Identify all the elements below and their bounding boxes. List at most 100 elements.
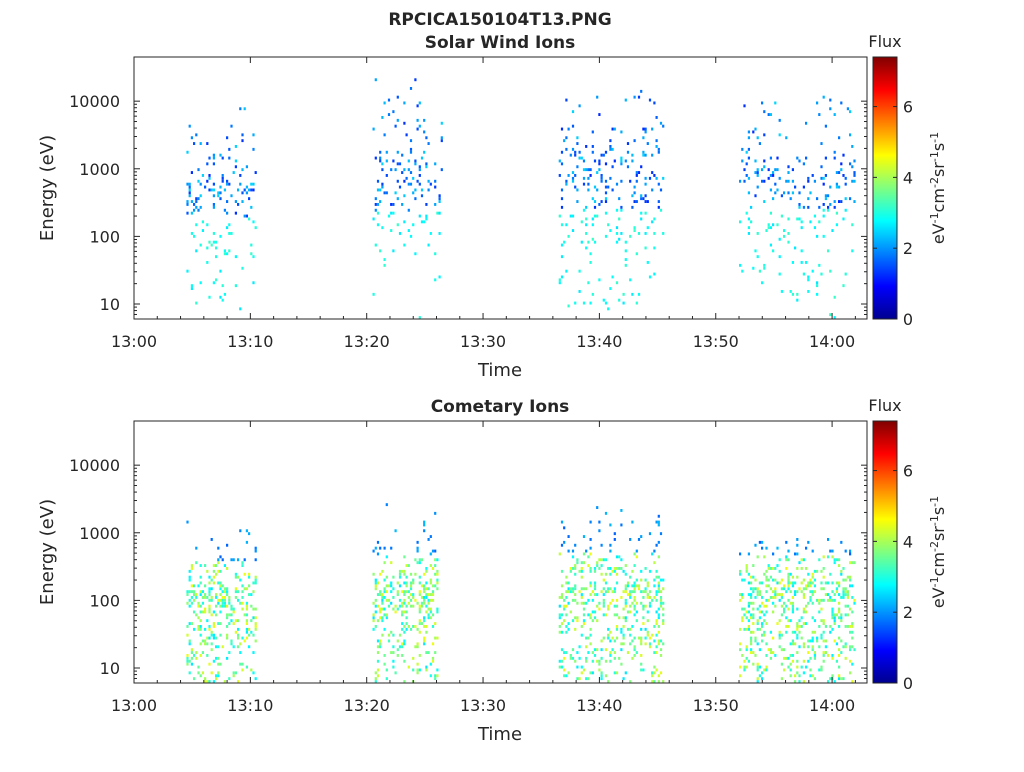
heatmap-cell bbox=[574, 567, 577, 570]
heatmap-cell bbox=[849, 110, 852, 114]
heatmap-cell bbox=[429, 535, 432, 538]
heatmap-cell bbox=[228, 147, 231, 151]
heatmap-cell bbox=[747, 552, 750, 556]
heatmap-cell bbox=[420, 220, 424, 224]
heatmap-cell bbox=[219, 191, 222, 195]
heatmap-cell bbox=[193, 142, 196, 145]
heatmap-cell bbox=[853, 648, 856, 652]
heatmap-cell bbox=[611, 598, 614, 602]
heatmap-cell bbox=[241, 191, 244, 195]
heatmap-cell bbox=[420, 601, 424, 605]
heatmap-cell bbox=[769, 648, 772, 652]
heatmap-cell bbox=[201, 596, 204, 599]
heatmap-cell bbox=[254, 625, 257, 628]
heatmap-cell bbox=[798, 561, 801, 565]
heatmap-cell bbox=[387, 633, 391, 637]
heatmap-cell bbox=[657, 575, 660, 579]
heatmap-cell bbox=[563, 604, 566, 608]
heatmap-cell bbox=[383, 191, 386, 195]
heatmap-cell bbox=[767, 168, 770, 172]
heatmap-cell bbox=[633, 648, 636, 652]
heatmap-cell bbox=[585, 217, 588, 221]
heatmap-cell bbox=[431, 625, 435, 628]
heatmap-cell bbox=[431, 598, 435, 602]
heatmap-cell bbox=[615, 567, 619, 570]
heatmap-cell bbox=[657, 520, 660, 524]
heatmap-cell bbox=[204, 593, 207, 596]
heatmap-cell bbox=[190, 584, 193, 588]
heatmap-cell bbox=[651, 220, 654, 224]
heatmap-cell bbox=[239, 182, 242, 186]
heatmap-cell bbox=[237, 558, 240, 562]
heatmap-cell bbox=[838, 593, 841, 596]
heatmap-cell bbox=[631, 656, 634, 660]
heatmap-cell bbox=[602, 601, 605, 605]
heatmap-cell bbox=[600, 153, 603, 157]
heatmap-cell bbox=[653, 561, 656, 565]
heatmap-cell bbox=[563, 598, 566, 602]
heatmap-cell bbox=[210, 642, 213, 646]
heatmap-cell bbox=[591, 292, 594, 296]
heatmap-cell bbox=[739, 572, 742, 576]
heatmap-cell bbox=[844, 182, 847, 186]
heatmap-cell bbox=[818, 205, 821, 209]
heatmap-cell bbox=[193, 610, 196, 614]
heatmap-cell bbox=[818, 601, 821, 605]
heatmap-cell bbox=[633, 200, 636, 203]
heatmap-cell bbox=[747, 593, 750, 596]
heatmap-cell bbox=[195, 561, 198, 565]
heatmap-cell bbox=[379, 607, 382, 611]
heatmap-cell bbox=[190, 200, 193, 203]
heatmap-cell bbox=[642, 616, 645, 620]
heatmap-cell bbox=[615, 226, 619, 230]
heatmap-cell bbox=[631, 584, 634, 588]
heatmap-cell bbox=[418, 654, 421, 657]
heatmap-cell bbox=[745, 665, 748, 669]
heatmap-cell bbox=[565, 147, 568, 151]
heatmap-cell bbox=[558, 613, 561, 617]
heatmap-cell bbox=[223, 601, 226, 605]
x-tick-label: 13:10 bbox=[227, 332, 273, 351]
heatmap-cell bbox=[618, 616, 621, 620]
heatmap-cell bbox=[565, 674, 568, 678]
heatmap-cell bbox=[635, 549, 638, 553]
heatmap-cell bbox=[248, 532, 251, 536]
heatmap-cell bbox=[589, 671, 592, 675]
heatmap-cell bbox=[651, 680, 654, 683]
heatmap-cell bbox=[800, 625, 803, 628]
heatmap-cell bbox=[423, 520, 426, 524]
heatmap-cell bbox=[642, 596, 645, 599]
heatmap-cell bbox=[807, 645, 810, 649]
heatmap-cell bbox=[607, 590, 610, 594]
heatmap-cell bbox=[186, 601, 189, 605]
heatmap-cell bbox=[604, 511, 608, 515]
heatmap-cell bbox=[587, 176, 590, 180]
heatmap-cell bbox=[234, 587, 237, 591]
heatmap-cell bbox=[427, 651, 430, 654]
heatmap-cell bbox=[794, 552, 797, 556]
heatmap-cell bbox=[199, 590, 202, 594]
heatmap-cell bbox=[644, 578, 647, 582]
heatmap-cell bbox=[228, 223, 231, 227]
heatmap-cell bbox=[798, 630, 801, 634]
heatmap-cell bbox=[635, 252, 638, 256]
heatmap-cell bbox=[648, 590, 652, 594]
heatmap-cell bbox=[642, 622, 645, 625]
heatmap-cell bbox=[822, 555, 825, 559]
heatmap-cell bbox=[787, 558, 790, 562]
heatmap-cell bbox=[219, 269, 222, 273]
heatmap-cell bbox=[648, 569, 652, 573]
heatmap-cell bbox=[791, 607, 794, 611]
heatmap-cell bbox=[835, 613, 838, 617]
heatmap-cell bbox=[747, 572, 750, 576]
heatmap-cell bbox=[772, 651, 775, 654]
heatmap-cell bbox=[379, 645, 382, 649]
heatmap-cell bbox=[611, 590, 614, 594]
heatmap-cell bbox=[431, 659, 435, 663]
heatmap-cell bbox=[414, 197, 417, 201]
heatmap-cell bbox=[633, 564, 636, 567]
heatmap-cell bbox=[805, 156, 808, 160]
heatmap-cell bbox=[558, 659, 561, 663]
heatmap-cell bbox=[226, 252, 229, 256]
heatmap-cell bbox=[199, 642, 202, 646]
